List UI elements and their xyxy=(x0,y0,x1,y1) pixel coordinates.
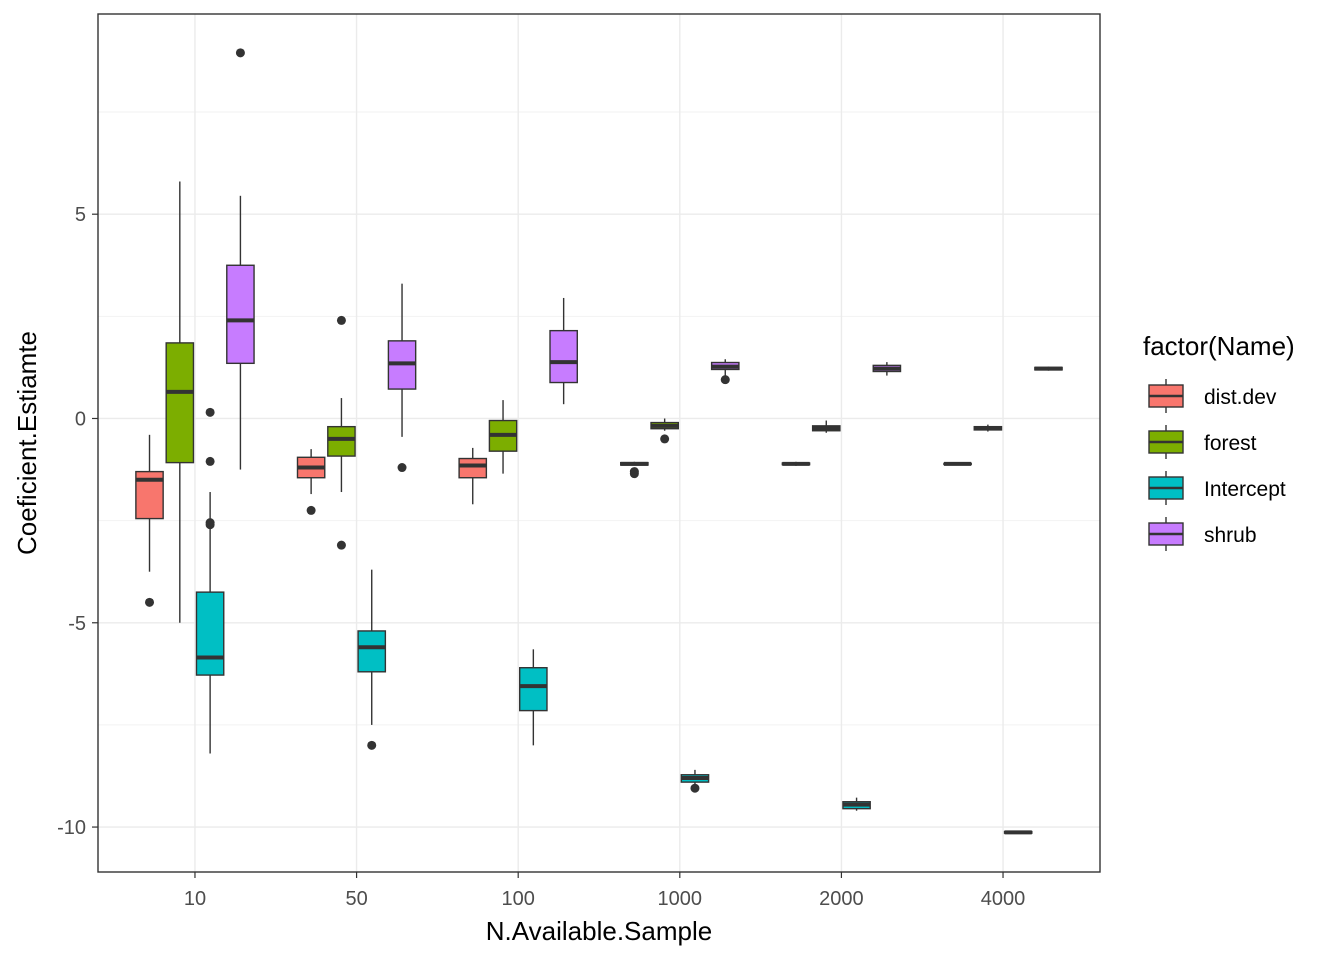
box-Intercept-50 xyxy=(357,569,387,750)
box-Intercept-1000 xyxy=(680,769,710,793)
outlier-point xyxy=(367,740,377,750)
box-dist.dev-50 xyxy=(296,449,326,515)
x-tick-label: 10 xyxy=(184,888,206,910)
panel-border xyxy=(97,13,1101,873)
legend-item-dist.dev: dist.dev xyxy=(1148,379,1277,413)
box-shrub-100 xyxy=(549,297,578,405)
legend-item-Intercept: Intercept xyxy=(1148,471,1286,505)
outlier-point xyxy=(720,375,730,385)
box-body xyxy=(549,329,578,384)
box-forest-2000 xyxy=(811,420,841,433)
box-dist.dev-1000 xyxy=(620,461,649,479)
x-tick-label: 2000 xyxy=(819,888,864,910)
x-tick-label: 100 xyxy=(502,888,535,910)
box-body xyxy=(357,630,387,673)
outlier-point xyxy=(397,463,407,473)
legend-label: forest xyxy=(1204,432,1257,455)
y-axis-title: Coeficient.Estiamte xyxy=(12,331,42,555)
outlier-point xyxy=(336,540,346,550)
legend-item-shrub: shrub xyxy=(1148,517,1257,551)
outlier-point xyxy=(629,469,639,479)
box-shrub-1000 xyxy=(710,359,740,385)
legend-label: Intercept xyxy=(1204,478,1286,501)
box-dist.dev-100 xyxy=(458,447,488,505)
legend-label: dist.dev xyxy=(1204,386,1277,409)
outlier-point xyxy=(660,434,670,444)
box-dist.dev-2000 xyxy=(781,461,811,466)
box-Intercept-100 xyxy=(519,649,548,746)
grid-lines xyxy=(98,14,1100,872)
box-layer xyxy=(135,48,1063,835)
box-Intercept-4000 xyxy=(1003,830,1033,835)
legend: factor(Name) dist.dev forest Intercept shru… xyxy=(1143,331,1295,551)
outlier-point xyxy=(306,505,316,515)
outlier-point xyxy=(205,407,215,417)
box-shrub-50 xyxy=(387,283,417,473)
box-forest-100 xyxy=(488,400,518,474)
box-body xyxy=(226,264,255,365)
box-forest-4000 xyxy=(973,424,1003,432)
outlier-point xyxy=(336,315,346,325)
axis-layer: -10 -5 0 5 10 50 100 1000 2000 4000 xyxy=(57,204,1025,910)
outlier-point xyxy=(145,597,155,607)
legend-title: factor(Name) xyxy=(1143,331,1295,361)
x-tick-label: 50 xyxy=(345,888,367,910)
x-axis-title: N.Available.Sample xyxy=(486,916,712,946)
x-tick-label: 4000 xyxy=(981,888,1026,910)
box-body xyxy=(458,457,488,479)
y-tick-label: -5 xyxy=(68,613,86,635)
y-tick-label: 5 xyxy=(75,204,86,226)
box-shrub-2000 xyxy=(872,362,902,376)
box-body xyxy=(519,667,548,712)
box-forest-1000 xyxy=(650,418,679,444)
box-body xyxy=(327,425,356,457)
outlier-point xyxy=(690,783,700,793)
box-dist.dev-10 xyxy=(135,434,164,607)
box-Intercept-10 xyxy=(195,407,225,754)
y-tick-label: -10 xyxy=(57,817,86,839)
box-forest-50 xyxy=(327,315,356,550)
box-body xyxy=(195,591,225,676)
box-body xyxy=(165,342,195,464)
panel-background xyxy=(98,14,1100,872)
box-forest-10 xyxy=(165,181,195,623)
outlier-point xyxy=(235,48,245,58)
box-dist.dev-4000 xyxy=(943,461,972,466)
box-Intercept-2000 xyxy=(842,797,871,811)
legend-label: shrub xyxy=(1204,524,1257,547)
outlier-point xyxy=(205,456,215,466)
y-tick-label: 0 xyxy=(75,408,86,430)
legend-item-forest: forest xyxy=(1148,425,1257,459)
box-shrub-10 xyxy=(226,48,255,470)
x-tick-label: 1000 xyxy=(658,888,703,910)
box-shrub-4000 xyxy=(1034,366,1063,371)
outlier-point xyxy=(205,520,215,530)
